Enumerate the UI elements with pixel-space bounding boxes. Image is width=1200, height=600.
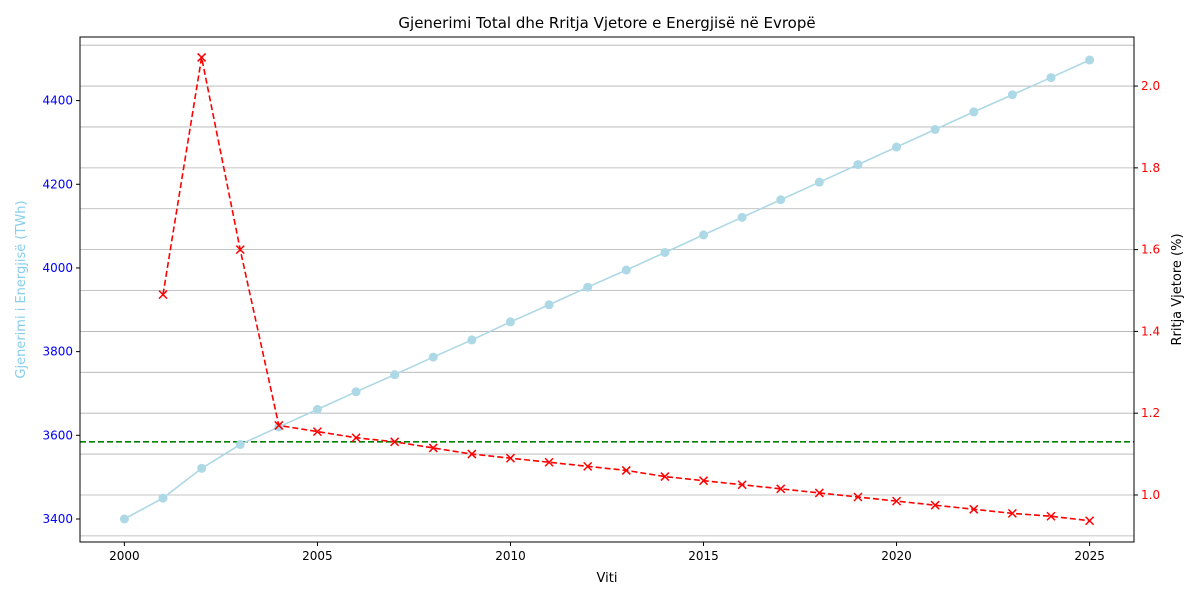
generation-point: [158, 493, 168, 503]
growth-point: [583, 461, 593, 471]
generation-point: [1007, 90, 1017, 100]
generation-point: [737, 212, 747, 222]
growth-point: [467, 449, 477, 459]
growth-point: [969, 504, 979, 514]
generation-point: [1046, 73, 1056, 83]
generation-point: [621, 265, 631, 275]
generation-point: [930, 124, 940, 134]
growth-point: [814, 488, 824, 498]
generation-point: [274, 422, 284, 432]
generation-point: [583, 282, 593, 292]
growth-point: [621, 465, 631, 475]
growth-point: [930, 500, 940, 510]
y-axis-left-label: Gjenerimi i Energjisë (TWh): [14, 200, 29, 378]
generation-point: [853, 160, 863, 170]
growth-point: [505, 453, 516, 463]
generation-point: [197, 463, 207, 473]
generation-point: [1085, 55, 1095, 65]
y-left-tick-label: 4200: [42, 177, 73, 191]
growth-point: [274, 420, 284, 430]
y-left-tick-label: 4000: [42, 261, 73, 275]
growth-point: [158, 290, 168, 300]
y-axis-right-label: Rritja Vjetore (%): [1170, 233, 1185, 345]
generation-point: [119, 514, 129, 524]
x-tick-label: 2005: [302, 549, 333, 563]
growth-point: [660, 472, 670, 482]
chart-title: Gjenerimi Total dhe Rritja Vjetore e Ene…: [398, 14, 815, 32]
growth-point: [390, 437, 400, 447]
y-axis-left: 3400 3600 3800 4000 4200 4400: [42, 94, 80, 526]
y-left-tick-label: 3800: [42, 345, 73, 359]
generation-point: [892, 142, 902, 152]
growth-point: [235, 245, 245, 255]
growth-point: [351, 433, 361, 443]
growth-point: [892, 496, 902, 506]
x-axis: 2000 2005 2010 2015 2020 2025: [109, 542, 1105, 563]
generation-point: [776, 195, 786, 205]
generation-point: [969, 107, 979, 117]
growth-point: [1007, 508, 1017, 518]
generation-point: [467, 335, 477, 345]
x-tick-label: 2020: [881, 549, 912, 563]
growth-point: [1046, 511, 1056, 521]
generation-point: [312, 404, 322, 414]
growth-point: [428, 443, 438, 453]
y-right-tick-label: 1.2: [1141, 406, 1160, 420]
growth-point: [312, 427, 322, 437]
y-right-tick-label: 1.0: [1141, 488, 1160, 502]
generation-series-line: [124, 59, 1090, 520]
generation-point: [505, 317, 515, 327]
y-left-tick-label: 4400: [42, 94, 73, 108]
generation-point: [351, 387, 361, 397]
generation-point: [544, 300, 554, 310]
growth-point: [853, 492, 863, 502]
series-group: [119, 52, 1095, 526]
growth-point: [776, 484, 786, 494]
growth-point: [197, 52, 207, 62]
y-axis-right: 1.0 1.2 1.4 1.6 1.8 2.0: [1134, 79, 1160, 502]
growth-point: [698, 476, 709, 486]
generation-point: [699, 230, 709, 240]
growth-point: [1085, 516, 1095, 526]
generation-point: [428, 352, 438, 362]
y-left-tick-label: 3400: [42, 512, 73, 526]
generation-point: [390, 370, 400, 380]
x-axis-label: Viti: [597, 571, 618, 586]
y-right-tick-label: 1.4: [1141, 324, 1160, 338]
y-left-tick-label: 3600: [42, 428, 73, 442]
growth-point: [544, 457, 554, 467]
grid: [80, 44, 1134, 537]
plot-frame: [79, 36, 1135, 543]
y-right-tick-label: 2.0: [1141, 79, 1160, 93]
x-tick-label: 2025: [1074, 549, 1105, 563]
generation-point: [814, 177, 824, 187]
generation-point: [235, 440, 245, 450]
y-right-tick-label: 1.6: [1141, 243, 1160, 257]
generation-point: [660, 247, 670, 257]
y-right-tick-label: 1.8: [1141, 161, 1160, 175]
x-tick-label: 2000: [109, 549, 140, 563]
x-tick-label: 2015: [688, 549, 719, 563]
x-tick-label: 2010: [495, 549, 526, 563]
growth-point: [737, 480, 747, 490]
